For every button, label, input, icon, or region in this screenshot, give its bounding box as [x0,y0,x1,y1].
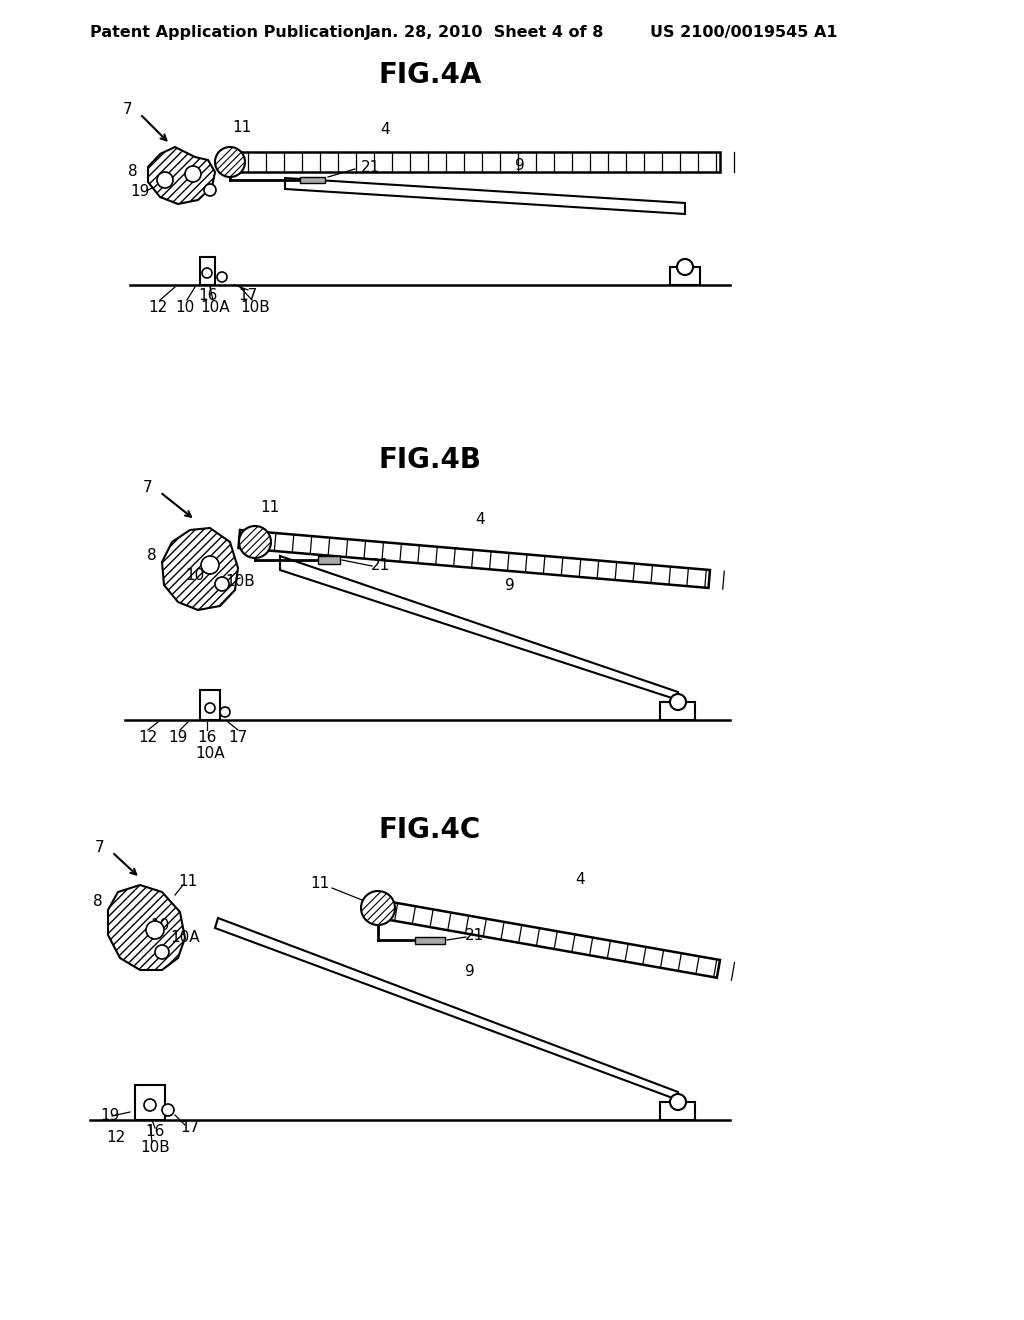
Circle shape [205,704,215,713]
Text: 8: 8 [93,895,102,909]
Polygon shape [285,178,685,214]
Circle shape [157,172,173,187]
Text: 10: 10 [185,568,205,582]
Polygon shape [230,152,720,172]
Text: 10A: 10A [200,300,229,314]
Text: 12: 12 [138,730,158,746]
Text: 9: 9 [515,157,525,173]
Text: 7: 7 [123,102,133,116]
Text: 17: 17 [180,1121,200,1135]
Circle shape [215,577,229,591]
Polygon shape [215,917,678,1100]
Text: 19: 19 [168,730,187,746]
Text: 11: 11 [260,500,280,516]
Circle shape [204,183,216,195]
Circle shape [361,891,395,925]
Circle shape [155,945,169,960]
Text: 17: 17 [228,730,248,746]
Text: Jan. 28, 2010  Sheet 4 of 8: Jan. 28, 2010 Sheet 4 of 8 [365,25,604,40]
Polygon shape [280,556,678,700]
Text: 16: 16 [199,288,218,302]
Text: 4: 4 [575,873,585,887]
Text: 4: 4 [475,512,484,528]
Text: 21: 21 [360,160,380,174]
Polygon shape [162,528,238,610]
Text: 7: 7 [143,479,153,495]
Text: 10: 10 [151,917,170,932]
Polygon shape [239,531,710,587]
Text: 11: 11 [310,876,330,891]
Circle shape [202,268,212,279]
Polygon shape [415,937,445,944]
Text: 10B: 10B [140,1140,170,1155]
Polygon shape [660,1102,695,1119]
Polygon shape [200,690,220,719]
Text: 4: 4 [380,123,390,137]
Text: 19: 19 [100,1107,120,1122]
Circle shape [220,708,230,717]
Polygon shape [670,267,700,285]
Text: 10A: 10A [170,931,200,945]
Circle shape [670,1094,686,1110]
Circle shape [215,147,245,177]
Text: 7: 7 [95,841,104,855]
Text: 11: 11 [178,874,198,890]
Text: 10B: 10B [240,300,270,314]
Text: 12: 12 [106,1130,126,1146]
Text: 9: 9 [465,965,475,979]
Text: FIG.4A: FIG.4A [378,61,481,88]
Text: 19: 19 [130,185,150,199]
Text: 12: 12 [148,300,168,314]
Circle shape [185,166,201,182]
Circle shape [162,1104,174,1115]
Polygon shape [135,1085,165,1119]
Text: 9: 9 [505,578,515,593]
Polygon shape [660,702,695,719]
Text: FIG.4B: FIG.4B [379,446,481,474]
Circle shape [239,525,271,558]
Polygon shape [300,177,325,183]
Circle shape [201,556,219,574]
Circle shape [217,272,227,282]
Polygon shape [148,147,215,205]
Circle shape [670,694,686,710]
Text: 16: 16 [198,730,217,746]
Text: 10A: 10A [196,746,225,760]
Text: 21: 21 [465,928,484,942]
Circle shape [144,1100,156,1111]
Text: Patent Application Publication: Patent Application Publication [90,25,366,40]
Text: US 2100/0019545 A1: US 2100/0019545 A1 [650,25,838,40]
Polygon shape [318,556,340,564]
Text: 11: 11 [232,120,252,135]
Text: 10B: 10B [225,574,255,590]
Polygon shape [108,884,185,970]
Circle shape [677,259,693,275]
Polygon shape [377,900,720,978]
Text: 8: 8 [147,548,157,562]
Text: FIG.4C: FIG.4C [379,816,481,843]
Text: 16: 16 [145,1125,165,1139]
Circle shape [146,921,164,939]
Polygon shape [200,257,215,285]
Text: 10: 10 [175,300,195,314]
Text: 8: 8 [128,165,138,180]
Text: 17: 17 [239,288,258,302]
Text: 21: 21 [371,557,389,573]
